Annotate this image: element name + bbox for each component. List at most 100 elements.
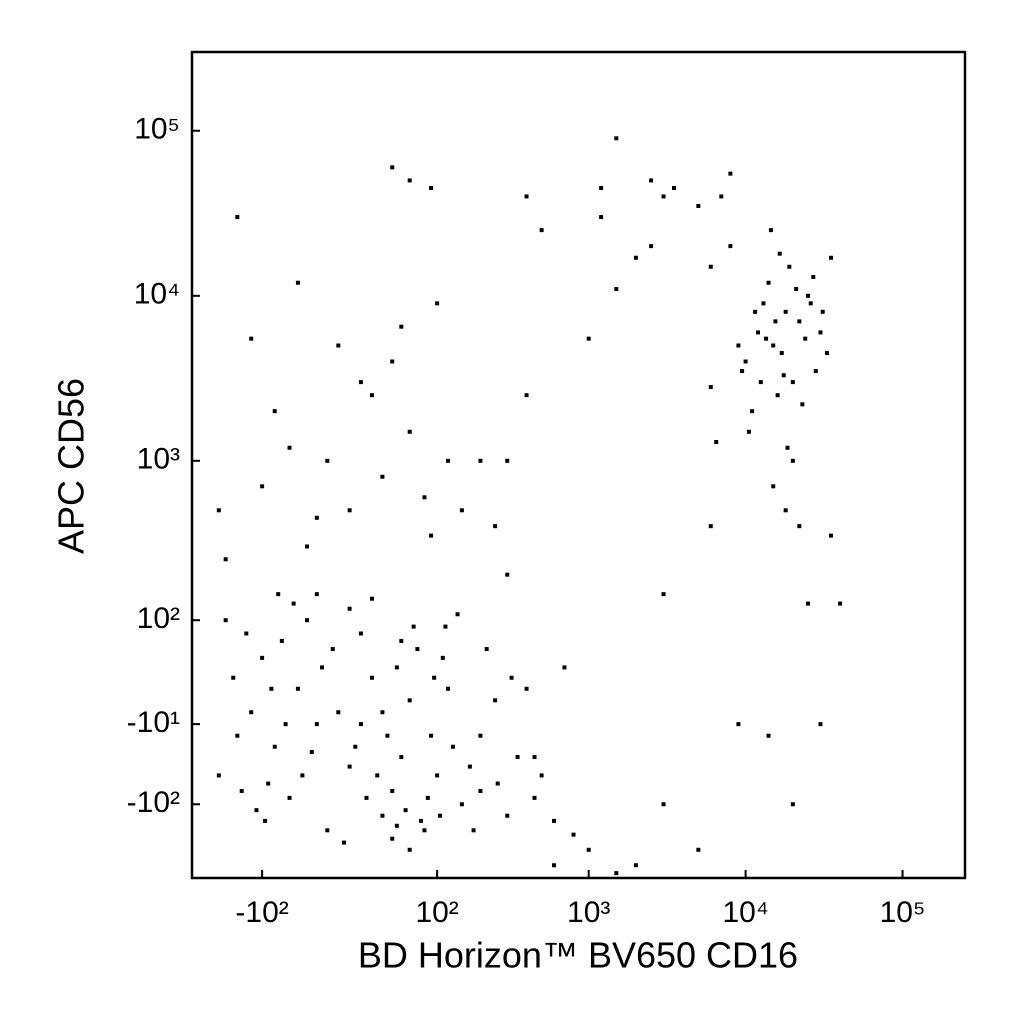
point: [407, 178, 412, 183]
point: [291, 601, 296, 606]
point: [223, 618, 228, 623]
point: [758, 380, 763, 385]
y-tick-label: 10³: [137, 443, 180, 476]
point: [509, 675, 514, 680]
point: [790, 380, 795, 385]
x-tick-label: 10⁵: [880, 896, 926, 929]
point: [806, 601, 811, 606]
point: [435, 301, 440, 306]
point: [235, 733, 240, 738]
x-tick-label: 10³: [567, 896, 610, 929]
point: [235, 215, 240, 220]
point: [478, 788, 483, 793]
point: [571, 832, 576, 837]
point: [493, 524, 498, 529]
point: [783, 309, 788, 314]
point: [446, 458, 451, 463]
point: [551, 818, 556, 823]
point: [358, 631, 363, 636]
point: [599, 185, 604, 190]
point: [761, 301, 766, 306]
point: [736, 343, 741, 348]
point: [272, 409, 277, 414]
point: [263, 818, 268, 823]
point: [828, 255, 833, 260]
point: [432, 675, 437, 680]
point: [260, 484, 265, 489]
point: [358, 722, 363, 727]
point: [450, 744, 455, 749]
point: [249, 336, 254, 341]
point: [429, 533, 434, 538]
point: [719, 194, 724, 199]
point: [797, 319, 802, 324]
point: [818, 722, 823, 727]
point: [779, 351, 784, 356]
point: [785, 445, 790, 450]
point: [276, 592, 281, 597]
point: [478, 733, 483, 738]
point: [347, 508, 352, 513]
point: [425, 795, 430, 800]
point: [586, 336, 591, 341]
point: [283, 722, 288, 727]
point: [295, 280, 300, 285]
point: [824, 351, 829, 356]
point: [756, 330, 761, 335]
point: [369, 596, 374, 601]
point: [484, 647, 489, 652]
point: [438, 813, 443, 818]
point: [633, 255, 638, 260]
y-tick-label: -10¹: [127, 706, 180, 739]
point: [743, 359, 748, 364]
point: [714, 440, 719, 445]
point: [390, 788, 395, 793]
point: [736, 722, 741, 727]
point: [325, 828, 330, 833]
point: [783, 508, 788, 513]
point: [358, 380, 363, 385]
point: [599, 215, 604, 220]
point: [820, 309, 825, 314]
point: [330, 647, 335, 652]
point: [764, 336, 769, 341]
point: [771, 484, 776, 489]
point: [319, 665, 324, 670]
point: [828, 533, 833, 538]
point: [750, 409, 755, 414]
point: [435, 773, 440, 778]
point: [661, 592, 666, 597]
point: [390, 359, 395, 364]
point: [746, 429, 751, 434]
point: [394, 823, 399, 828]
point: [708, 524, 713, 529]
point: [314, 515, 319, 520]
point: [614, 871, 619, 876]
point: [781, 373, 786, 378]
point: [478, 458, 483, 463]
point: [532, 755, 537, 760]
point: [766, 733, 771, 738]
point: [336, 343, 341, 348]
point: [407, 698, 412, 703]
point: [708, 264, 713, 269]
point: [614, 136, 619, 141]
point: [728, 244, 733, 249]
point: [800, 402, 805, 407]
point: [394, 665, 399, 670]
point: [279, 638, 284, 643]
point: [407, 429, 412, 434]
point: [399, 755, 404, 760]
point: [309, 749, 314, 754]
point: [231, 675, 236, 680]
point: [422, 828, 427, 833]
point: [369, 393, 374, 398]
point: [216, 773, 221, 778]
point: [649, 244, 654, 249]
y-tick-label: 10²: [137, 602, 180, 635]
x-tick-label: 10²: [415, 896, 458, 929]
y-tick-label: -10²: [127, 786, 180, 819]
point: [415, 647, 420, 652]
point: [455, 612, 460, 617]
